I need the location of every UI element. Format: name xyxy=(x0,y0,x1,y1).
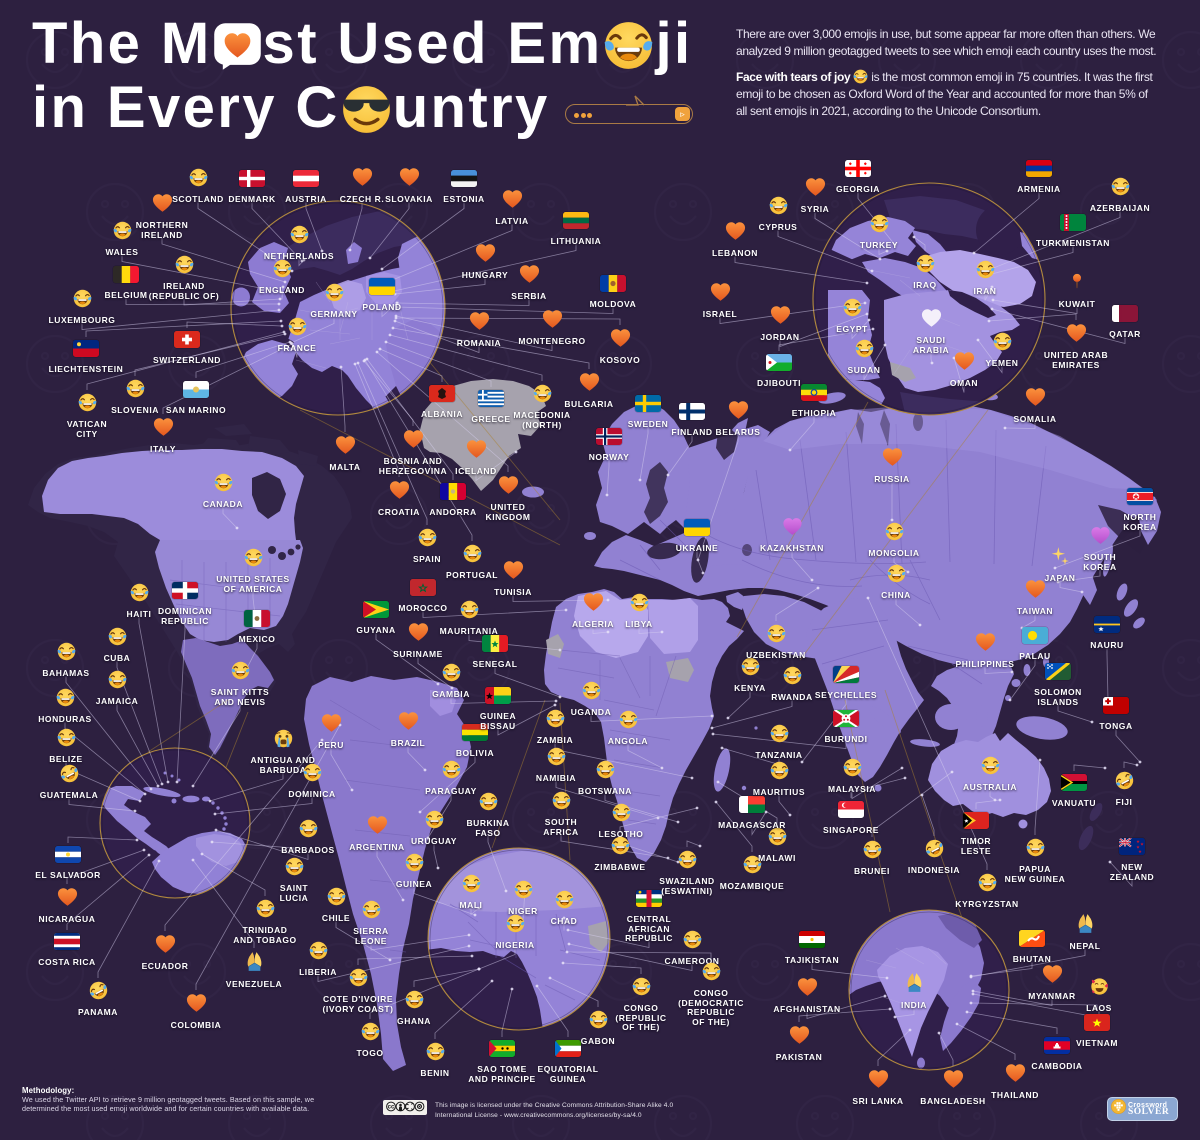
svg-text:SA: SA xyxy=(408,1111,412,1114)
svg-text:NC: NC xyxy=(399,1111,403,1114)
svg-text:cc: cc xyxy=(388,1105,395,1111)
svg-text:BY: BY xyxy=(389,1111,393,1114)
